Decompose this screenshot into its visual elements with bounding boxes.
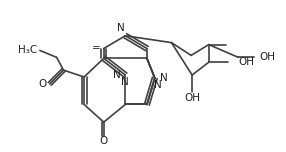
- Text: O: O: [100, 136, 108, 146]
- Text: OH: OH: [184, 93, 200, 103]
- Text: N: N: [154, 80, 162, 90]
- Text: =: =: [92, 43, 100, 54]
- Text: N: N: [160, 73, 167, 83]
- Text: H₃C: H₃C: [18, 45, 37, 55]
- Text: N: N: [113, 70, 120, 80]
- Text: OH: OH: [260, 52, 276, 62]
- Text: O: O: [39, 79, 47, 89]
- Text: OH: OH: [238, 57, 254, 67]
- Text: N: N: [122, 77, 129, 87]
- Text: N: N: [117, 23, 124, 33]
